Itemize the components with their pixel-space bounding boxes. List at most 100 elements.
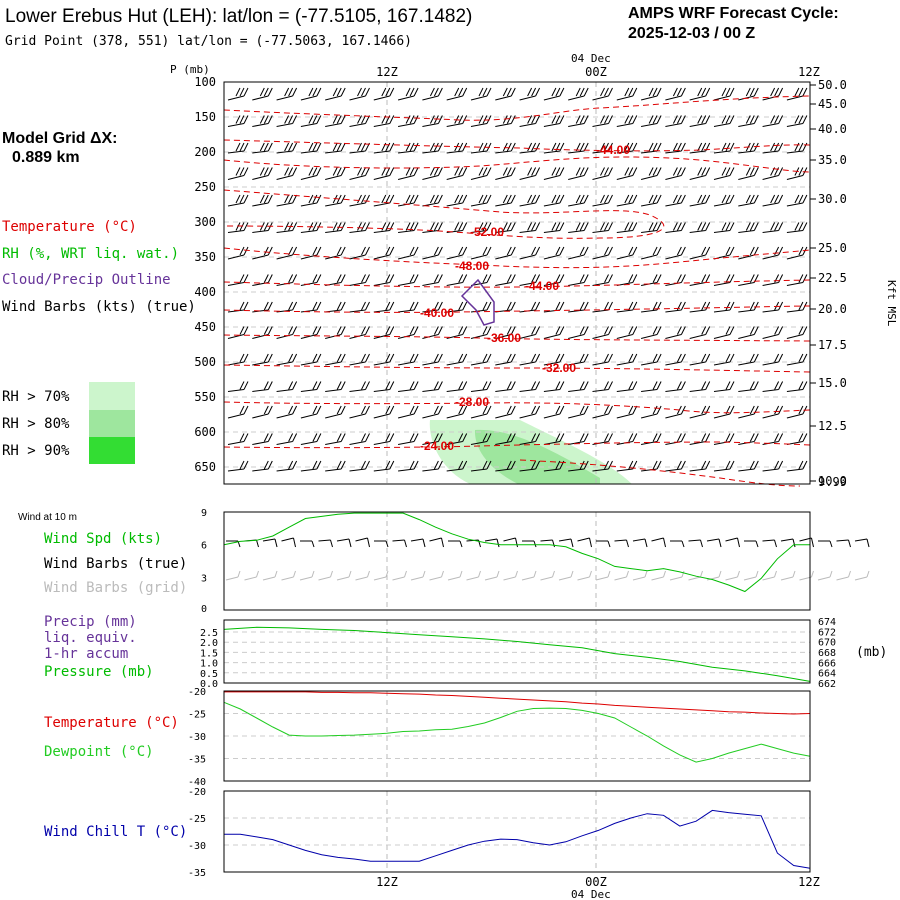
wind-barb-shaft xyxy=(640,175,658,180)
wind-barb-feather xyxy=(663,570,666,578)
wind-barb-feather xyxy=(628,405,634,415)
wind-barb-shaft xyxy=(495,282,512,286)
temp-grid: -20-25-30-35-40 xyxy=(188,687,810,788)
wind-barb-feather xyxy=(340,222,346,231)
wind-barb-feather xyxy=(413,274,419,283)
wind-barb-feather xyxy=(811,537,814,548)
wind-barb-feather xyxy=(608,326,613,335)
wind-barb-feather xyxy=(575,222,581,231)
contour-labels: -44.00 -52.00 -48.00 -44.00 -40.00 -36.0… xyxy=(420,143,630,453)
wind-barb xyxy=(422,167,443,180)
wind-barb-feather xyxy=(409,194,415,204)
wind-barb xyxy=(762,87,784,101)
cloud-outline xyxy=(460,278,495,326)
wind-barb-feather xyxy=(555,115,561,124)
wind-barb-feather xyxy=(316,115,322,124)
wind-barb-shaft xyxy=(762,441,779,445)
wind-barb-feather xyxy=(632,87,638,97)
wind-barb-feather xyxy=(413,381,419,390)
wind-barb-feather xyxy=(555,87,561,97)
wind-barb-feather xyxy=(672,222,678,231)
wind-barb-feather xyxy=(579,87,585,97)
wind-barb-shaft xyxy=(836,576,849,581)
wind-barb-shaft xyxy=(410,538,424,542)
wind-barb xyxy=(738,353,759,366)
temp-contour xyxy=(223,156,811,173)
wind-barb-feather xyxy=(608,87,613,97)
wind-barb-feather xyxy=(482,222,488,231)
wind-barb-feather xyxy=(340,381,346,390)
wind-barb-feather xyxy=(531,142,537,152)
wind-barb-shaft xyxy=(641,123,658,127)
wind-barb-feather xyxy=(336,460,342,470)
wind-barb-feather xyxy=(705,433,711,442)
wind-barb-feather xyxy=(753,87,759,97)
wind-barb-shaft xyxy=(446,413,463,419)
wind-barb-shaft xyxy=(244,576,257,581)
wind-barb-grid xyxy=(244,570,259,581)
wind-barb-true xyxy=(725,537,740,548)
wind-barb xyxy=(713,405,735,419)
wind-barb-shaft xyxy=(616,150,633,154)
wind-barb xyxy=(641,142,662,154)
wind-barb-shaft xyxy=(669,576,683,581)
wind-barb-feather xyxy=(381,222,387,231)
wind-barb-feather xyxy=(802,87,808,97)
wind-barb-feather xyxy=(478,570,481,578)
wind-barb xyxy=(349,433,370,445)
wind-barb-feather xyxy=(478,115,484,124)
wind-barb-feather xyxy=(267,142,273,152)
wind-barb-feather xyxy=(389,301,395,311)
wind-barb-feather xyxy=(680,167,686,176)
wind-barb-feather xyxy=(555,222,561,231)
wind-barb-shaft xyxy=(373,361,390,366)
wind-barb-feather xyxy=(680,115,686,124)
wind-barb-feather xyxy=(316,301,322,311)
wind-barb xyxy=(616,87,638,101)
wind-barb-feather xyxy=(656,142,662,152)
temp-tick-label: -20 xyxy=(188,687,206,698)
wind-barb-feather xyxy=(559,353,565,363)
wind-barb-feather xyxy=(701,87,707,97)
wind-barb-feather xyxy=(330,570,333,578)
wind-barb-feather xyxy=(437,142,443,152)
wind-barb-feather xyxy=(535,353,541,363)
wind-barb-feather xyxy=(648,142,654,152)
wind-barb-feather xyxy=(697,222,703,231)
wind-barb-shaft xyxy=(227,413,245,419)
wind-barb-true xyxy=(281,537,296,548)
wind-barb-feather xyxy=(725,87,731,97)
wind-barb-grid xyxy=(854,570,870,581)
wind-barb xyxy=(227,460,249,472)
wind-barb-feather xyxy=(486,405,492,415)
wind-barb-shaft xyxy=(422,413,439,419)
wind-barb-feather xyxy=(336,381,342,390)
wind-barb-shaft xyxy=(762,413,779,419)
wind-barb-feather xyxy=(792,570,796,578)
wind-barb-feather xyxy=(681,540,685,548)
wind-barb-feather xyxy=(292,274,298,283)
wind-barb-feather xyxy=(794,194,800,204)
wind-barb-feather xyxy=(288,353,294,363)
wind-barb-shaft xyxy=(568,441,585,445)
wind-barb xyxy=(592,433,613,445)
wind-barb xyxy=(227,433,249,445)
wind-barb-shaft xyxy=(325,334,342,339)
wind-barb-feather xyxy=(482,405,488,415)
wind-barb xyxy=(252,142,273,154)
wind-barb-shaft xyxy=(276,150,293,154)
wind-barb xyxy=(325,353,346,366)
wind-barb-feather xyxy=(608,301,613,311)
chill-grid: -20-25-30-35 xyxy=(188,787,810,879)
wind-barb-feather xyxy=(535,460,541,470)
wind-barb-feather xyxy=(628,433,634,442)
wind-barb-shaft xyxy=(689,441,706,445)
wind-barb xyxy=(568,194,589,207)
wind-barb-feather xyxy=(701,353,707,363)
wind-barb-feather xyxy=(263,353,269,363)
wind-barb-feather xyxy=(725,460,731,470)
wind-barb-feather xyxy=(753,460,759,470)
upper-grid: 10015020025030035040045050055060065050.0… xyxy=(194,75,847,489)
wind-barb-feather xyxy=(409,167,415,176)
wind-barb xyxy=(568,274,589,286)
